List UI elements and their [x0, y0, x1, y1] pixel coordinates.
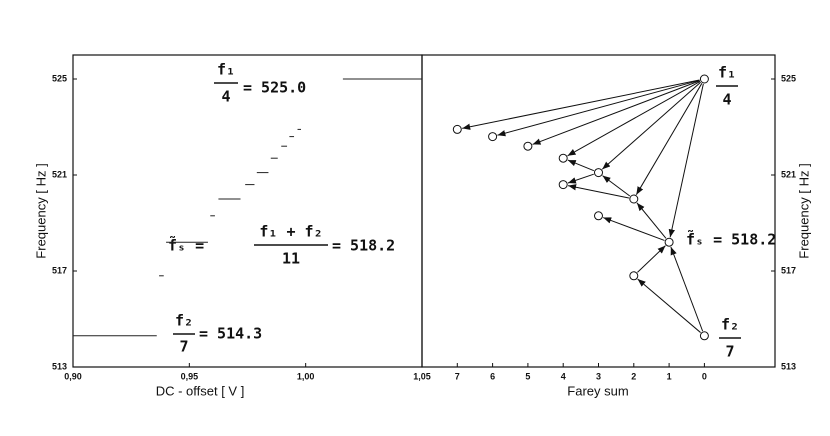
tree-edge [567, 159, 595, 172]
tree-node [523, 141, 533, 151]
tree-edge [567, 184, 630, 199]
annotation-text: = 514.3 [199, 325, 262, 343]
tree-edge [601, 81, 701, 170]
tree-edge [462, 79, 700, 130]
tree-node [629, 271, 639, 281]
x-tick-label: 1,00 [297, 371, 315, 381]
y-tick-label: 525 [52, 73, 67, 83]
tree-edge [668, 83, 704, 238]
annotation-text: 4 [722, 91, 731, 109]
left-frame [72, 54, 423, 368]
y-tick-label: 513 [781, 361, 796, 371]
y-tick-label: 525 [781, 73, 796, 83]
tree-node [699, 74, 709, 84]
y-tick-label: 517 [781, 265, 796, 275]
annotation-text: 7 [179, 338, 188, 356]
x-axis-label: DC - offset [ V ] [156, 383, 245, 398]
x-tick-label: 0,95 [181, 371, 199, 381]
annotation-text: = 525.0 [243, 79, 306, 97]
x-tick-label: 2 [631, 371, 636, 381]
tree-node [452, 124, 462, 134]
tree-edge [637, 245, 666, 273]
x-tick-label: 3 [596, 371, 601, 381]
annotation-text: 7 [725, 343, 734, 361]
annotation-text: f₁ [718, 64, 736, 82]
x-tick-label: 6 [490, 371, 495, 381]
tree-edge [602, 175, 631, 197]
annotation-text: f̃ₛ = [168, 235, 204, 254]
annotation-text: f₂ [721, 316, 739, 334]
tree-edge [637, 278, 701, 333]
annotation-text: 4 [221, 88, 230, 106]
tree-node [594, 211, 603, 221]
x-tick-label: 0 [702, 371, 707, 381]
y-tick-label: 521 [52, 169, 67, 179]
x-tick-label: 1 [667, 371, 672, 381]
tree-edge [567, 173, 594, 184]
y-axis-label: Frequency [ Hz ] [796, 163, 811, 258]
tree-edge [497, 79, 700, 137]
y-axis-label: Frequency [ Hz ] [33, 163, 48, 258]
annotation-text: 11 [282, 250, 300, 268]
tree-node [558, 153, 568, 163]
tree-node [664, 237, 674, 247]
tree-edge [635, 83, 703, 195]
y-tick-label: 513 [52, 361, 67, 371]
x-axis-label: Farey sum [567, 383, 628, 398]
annotation-text: f₁ [217, 61, 235, 79]
tree-edge [670, 246, 704, 332]
x-tick-label: 1,05 [413, 371, 431, 381]
x-tick-label: 7 [455, 371, 460, 381]
x-tick-label: 4 [561, 371, 566, 381]
x-tick-label: 0,90 [64, 371, 82, 381]
x-tick-label: 5 [525, 371, 530, 381]
y-tick-label: 517 [52, 265, 67, 275]
tree-node [699, 331, 709, 341]
tree-edge [532, 80, 700, 145]
tree-edge [636, 202, 667, 239]
y-tick-label: 521 [781, 169, 796, 179]
tree-node [594, 168, 603, 178]
annotation-text: f₂ [175, 312, 193, 330]
annotation: f₁ 4 = 525.0 f̃ₛ = f₁ + f₂ 11 = 518.2 f₂… [168, 61, 776, 361]
annotation-text: = 518.2 [332, 237, 395, 255]
tree-node [558, 180, 568, 190]
tree-node [488, 132, 498, 142]
tree-edge [603, 217, 665, 241]
annotation-text: f₁ + f₂ [259, 223, 322, 241]
tree-node [629, 194, 639, 204]
tree-edge [567, 81, 701, 157]
annotation-text: f̃ₛ = 518.2 [686, 229, 776, 248]
